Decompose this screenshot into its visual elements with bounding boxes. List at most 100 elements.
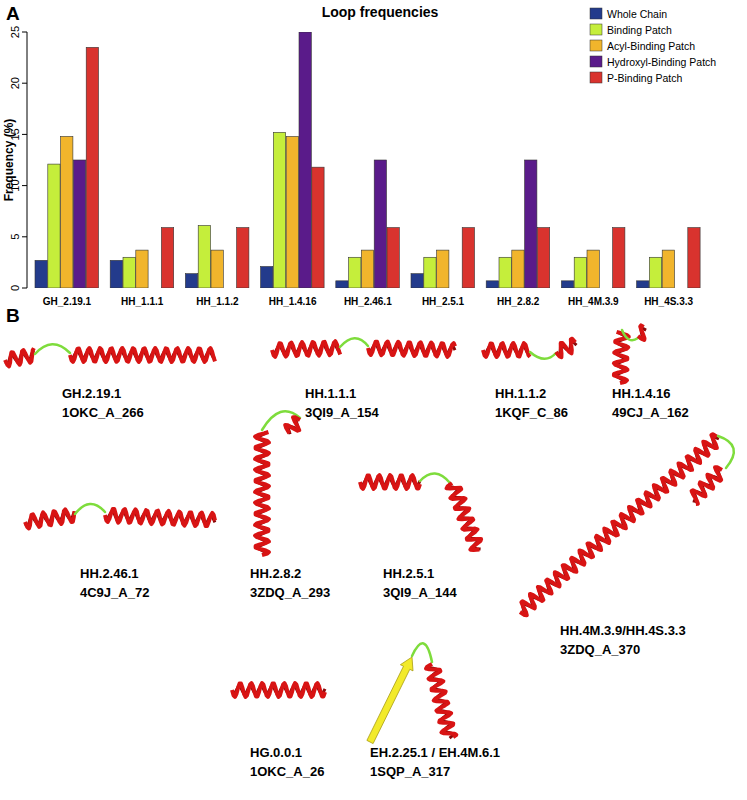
bar [662, 250, 674, 288]
bars [35, 32, 700, 288]
loop [420, 473, 450, 483]
helix [272, 341, 340, 357]
bar [73, 160, 85, 288]
helix [25, 509, 75, 528]
loop [35, 344, 70, 354]
structure: HH.2.5.13QI9_A_144 [360, 473, 481, 600]
x-tick-label: HH_2.46.1 [344, 296, 392, 307]
legend-label: Binding Patch [607, 24, 672, 36]
structure-loop: HH.2.46.1 [80, 566, 139, 581]
bar [261, 266, 273, 288]
helix [285, 417, 300, 433]
legend-swatch [590, 56, 602, 67]
structure-loop: HH.1.4.16 [612, 386, 671, 401]
loop [718, 436, 734, 468]
canvas: ABLoop frequenciesFrequency (%)051015202… [0, 0, 747, 800]
bar [273, 132, 285, 288]
helix [426, 664, 456, 737]
x-tick-label: HH_4M.3.9 [568, 296, 619, 307]
structure: HH.2.46.1 4C9J_A_72 [25, 504, 215, 600]
bar [61, 136, 73, 288]
bar [136, 250, 148, 288]
structure: HH.2.8.2 3ZDQ_A_293 [250, 411, 330, 600]
structure-loop: GH.2.19.1 [62, 386, 121, 401]
y-tick-label: 25 [9, 26, 21, 38]
bar [35, 260, 47, 288]
bar [312, 167, 324, 288]
bar [110, 260, 122, 288]
structure-pdb: 1OKC_A_266 [62, 405, 144, 420]
bar [48, 164, 60, 288]
strand [367, 657, 413, 744]
legend-label: Hydroxyl-Binding Patch [607, 56, 716, 68]
bar [675, 288, 687, 289]
loop [622, 330, 638, 340]
y-tick-label: 0 [9, 285, 21, 291]
y-tick [22, 288, 27, 289]
y-tick [22, 236, 27, 237]
bar [123, 257, 135, 288]
bar [424, 257, 436, 288]
structure: HH.1.1.1 3QI9_A_154 [272, 338, 455, 420]
bar [537, 228, 549, 288]
bar [525, 160, 537, 288]
bar [486, 281, 498, 288]
structure-pdb: 3ZDQ_A_293 [250, 585, 330, 600]
structure: HH.4M.3.9/HH.4S.3.3 3ZDQ_A_370 [520, 434, 734, 657]
helix [5, 348, 34, 366]
helix [556, 339, 575, 358]
legend-label: Acyl-Binding Patch [607, 40, 695, 52]
loop [412, 643, 432, 662]
bar [361, 250, 373, 288]
bar [349, 257, 361, 288]
helix [638, 325, 645, 340]
x-tick-label: HH_1.1.1 [121, 296, 164, 307]
bar [198, 226, 210, 288]
y-tick-label: 15 [9, 128, 21, 140]
x-tick-label: HH_4S.3.3 [644, 296, 693, 307]
panel-label: A [6, 3, 20, 24]
chart-title: Loop frequencies [322, 4, 439, 20]
bar [411, 274, 423, 288]
structure-loop: HH.1.1.1 [305, 386, 356, 401]
bar [86, 47, 98, 288]
helix [447, 483, 482, 550]
bar [574, 257, 586, 288]
structure-loop: HH.2.8.2 [250, 566, 301, 581]
y-tick-label: 20 [9, 77, 21, 89]
structure-pdb: 3QI9_A_154 [305, 405, 379, 420]
loop [530, 352, 556, 359]
bar [462, 228, 474, 288]
structure-loop: HH.4M.3.9/HH.4S.3.3 [560, 623, 686, 638]
legend-swatch [590, 40, 602, 51]
structure-pdb: 1OKC_A_26 [250, 764, 324, 779]
x-tick-label: HH_2.8.2 [497, 296, 540, 307]
x-tick-label: HH_1.4.16 [269, 296, 317, 307]
helix [614, 332, 629, 383]
bar [185, 274, 197, 288]
structure-pdb: 1KQF_C_86 [495, 405, 568, 420]
bar [237, 228, 249, 288]
structure-pdb: 4C9J_A_72 [80, 585, 149, 600]
bar [299, 32, 311, 288]
y-tick-label: 10 [9, 179, 21, 191]
helix [360, 475, 420, 489]
loop [340, 338, 368, 347]
y-tick [22, 32, 27, 33]
structure-pdb: 3ZDQ_A_370 [560, 642, 640, 657]
legend-swatch [590, 24, 602, 35]
bar [637, 281, 649, 288]
helix [105, 509, 215, 526]
structure: HG.0.0.1 1OKC_A_26 [232, 683, 325, 779]
helix [255, 432, 269, 555]
structure-loop: EH.2.25.1 / EH.4M.6.1 [370, 745, 500, 760]
figure: ABLoop frequenciesFrequency (%)051015202… [0, 0, 747, 800]
bar [387, 228, 399, 288]
legend-swatch [590, 8, 602, 19]
legend: Whole Chain Binding Patch Acyl-Binding Pat… [590, 8, 716, 84]
bar [587, 250, 599, 288]
structure-loop: HG.0.0.1 [250, 745, 302, 760]
bar [561, 281, 573, 288]
legend-label: Whole Chain [607, 8, 667, 20]
structure: EH.2.25.1 / EH.4M.6.11SQP_A_317 [367, 643, 500, 779]
